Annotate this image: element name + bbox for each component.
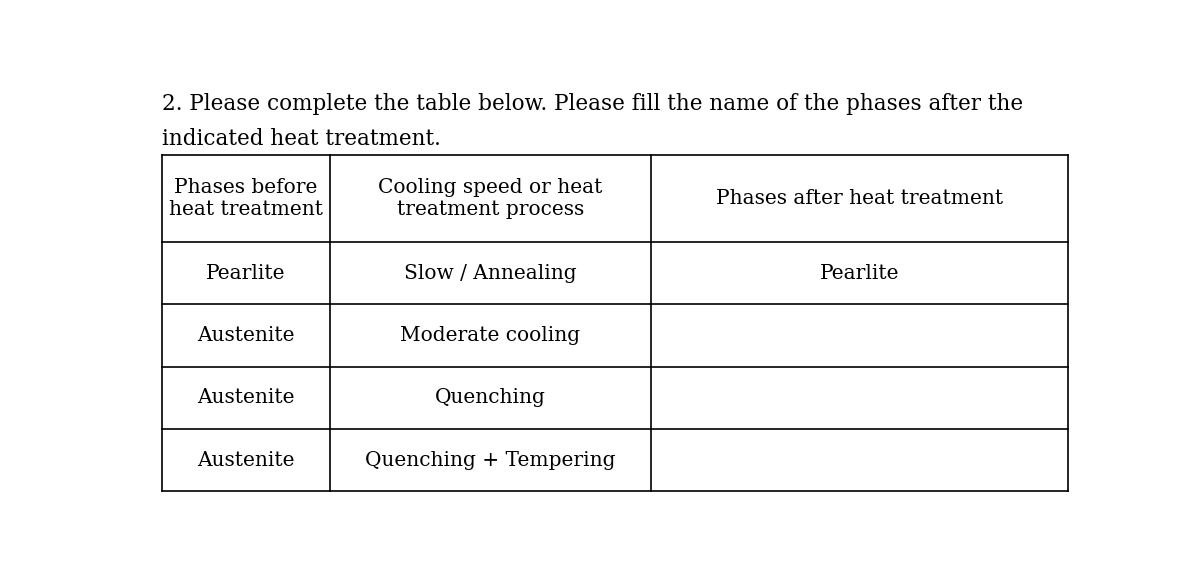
Text: Quenching: Quenching <box>436 388 546 407</box>
Text: Moderate cooling: Moderate cooling <box>401 326 581 345</box>
Text: Cooling speed or heat
treatment process: Cooling speed or heat treatment process <box>378 178 602 219</box>
Text: Pearlite: Pearlite <box>206 264 286 283</box>
Text: Austenite: Austenite <box>197 451 295 470</box>
Text: Austenite: Austenite <box>197 326 295 345</box>
Text: indicated heat treatment.: indicated heat treatment. <box>162 128 440 150</box>
Text: Pearlite: Pearlite <box>820 264 899 283</box>
Text: Phases before
heat treatment: Phases before heat treatment <box>169 178 323 219</box>
Text: Quenching + Tempering: Quenching + Tempering <box>365 451 616 470</box>
Text: Slow / Annealing: Slow / Annealing <box>404 264 577 283</box>
Text: 2. Please complete the table below. Please fill the name of the phases after the: 2. Please complete the table below. Plea… <box>162 93 1024 115</box>
Text: Austenite: Austenite <box>197 388 295 407</box>
Text: Phases after heat treatment: Phases after heat treatment <box>716 189 1003 208</box>
